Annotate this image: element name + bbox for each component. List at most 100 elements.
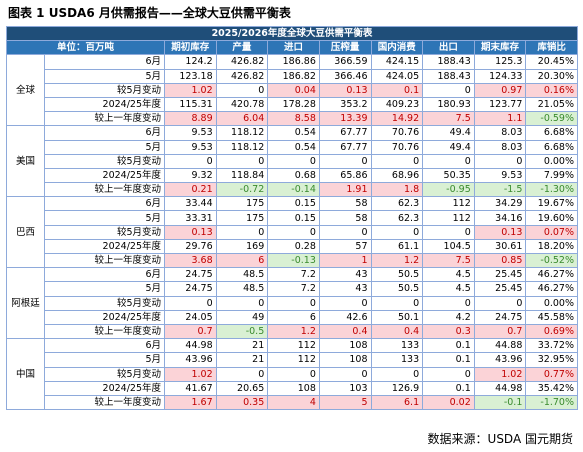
data-cell: 1.67 [164,394,217,411]
data-cell: 0.02 [422,394,475,411]
data-cell: 0.4 [370,323,424,340]
data-cell: 44.98 [473,380,527,396]
data-cell: 6.68% [525,125,578,141]
column-header: 压榨量 [318,40,372,56]
data-cell: 24.75 [164,281,217,297]
table-row: 较上一年度变动 0.7 -0.5 1.2 0.4 0.4 0.3 0.7 0.69% [7,323,578,340]
data-cell: 112 [422,196,475,212]
data-cell: 0.1 [422,338,475,354]
data-cell: 0.1 [370,82,424,98]
data-cell: 8.89 [164,111,217,127]
data-cell: 424.15 [370,54,424,70]
table-row: 全球 6月 124.2 426.82 186.86 366.59 424.15 188.43 1… [6,54,578,127]
table-row: 2025/2026年度全球大豆供需平衡表 [6,25,578,42]
data-cell: 13.39 [318,111,372,127]
data-cell: 7.2 [267,267,320,283]
data-cell: 9.53 [164,125,217,141]
data-cell: 0 [318,153,372,169]
data-cell: 7.2 [267,281,320,297]
data-cell: 62.3 [370,210,424,226]
group-label: 中国 [6,338,45,411]
data-cell: 126.9 [370,380,424,396]
data-cell: 49.4 [422,125,475,141]
data-cell: 186.86 [267,54,320,70]
balance-table: 2025/2026年度全球大豆供需平衡表 单位：百万吨 期初库存 产量 进口 压榨量 国内消… [6,25,578,411]
data-cell: 68.96 [370,167,424,184]
group-label: 阿根廷 [6,267,45,340]
data-cell: 65.86 [318,167,372,184]
data-cell: 0.00% [525,153,578,169]
data-cell: 32.95% [525,352,578,368]
row-label: 5月 [44,352,165,368]
data-cell: 180.93 [422,96,475,113]
data-cell: 0 [215,153,269,169]
data-cell: 0.28 [267,238,320,255]
data-cell: 123.77 [473,96,527,113]
data-cell: 46.27% [525,281,578,297]
data-cell: 0.54 [267,125,320,141]
data-cell: -1.70% [525,394,578,411]
data-cell: 108 [318,338,372,354]
data-cell: 123.18 [164,68,217,84]
data-cell: 0 [267,366,320,382]
data-cell: 0.21 [164,182,217,198]
data-cell: 353.2 [318,96,372,113]
data-cell: 8.58 [267,111,320,127]
data-cell: 0 [267,153,320,169]
data-cell: 420.78 [215,96,269,113]
data-cell: 0.3 [422,323,475,340]
table-row: 较5月变动 0.13 0 0 0 0 0 0.13 0.07% [7,224,578,240]
data-cell: 366.59 [318,54,372,70]
data-cell: 0 [473,295,527,311]
data-cell: 0.7 [473,323,527,340]
row-label: 5月 [44,139,165,155]
data-cell: 0 [267,224,320,240]
data-cell: 48.5 [215,281,269,297]
data-cell: 48.5 [215,267,269,283]
row-label: 6月 [44,338,165,354]
data-cell: 6 [215,252,269,269]
table-row: 较5月变动 1.02 0 0.04 0.13 0.1 0 0.97 0.16% [7,82,578,98]
row-label: 较上一年度变动 [44,394,165,411]
data-cell: 133 [370,338,424,354]
data-cell: 175 [215,210,269,226]
column-header: 单位：百万吨 [6,40,165,56]
table-row: 5月 43.96 21 112 108 133 0.1 43.96 32.95% [7,352,578,368]
data-cell: 4.2 [422,309,475,325]
data-cell: 67.77 [318,125,372,141]
data-cell: 108 [318,352,372,368]
data-cell: 24.75 [473,309,527,325]
data-cell: 112 [422,210,475,226]
data-cell: 169 [215,238,269,255]
data-cell: 0 [164,153,217,169]
data-cell: 0 [318,366,372,382]
data-cell: 19.60% [525,210,578,226]
row-label: 较上一年度变动 [44,323,165,340]
data-cell: 0.69% [525,323,578,340]
table-row: 较5月变动 1.02 0 0 0 0 0 1.02 0.77% [7,366,578,382]
row-label: 较5月变动 [44,82,165,98]
data-cell: 18.20% [525,238,578,255]
data-cell: 7.5 [422,111,475,127]
row-label: 较5月变动 [44,366,165,382]
column-header: 进口 [267,40,320,56]
data-cell: 0.1 [422,380,475,396]
data-cell: 0.85 [473,252,527,269]
data-cell: 0 [370,224,424,240]
data-cell: -0.13 [267,252,320,269]
table-row: 2024/25年度 24.05 49 6 42.6 50.1 4.2 24.75 45.58% [7,309,578,325]
row-label: 较5月变动 [44,153,165,169]
data-cell: 4 [267,394,320,411]
data-cell: 0 [215,295,269,311]
data-cell: 1.1 [473,111,527,127]
data-cell: 0.7 [164,323,217,340]
column-header: 出口 [422,40,475,56]
data-cell: 9.53 [473,167,527,184]
title: 图表 1 USDA6 月供需报告——全球大豆供需平衡表 [8,6,291,20]
data-cell: 58 [318,210,372,226]
data-cell: 0.16% [525,82,578,98]
data-cell: 115.31 [164,96,217,113]
data-cell: -0.14 [267,182,320,198]
data-cell: -1.30% [525,182,578,198]
data-cell: 124.33 [473,68,527,84]
